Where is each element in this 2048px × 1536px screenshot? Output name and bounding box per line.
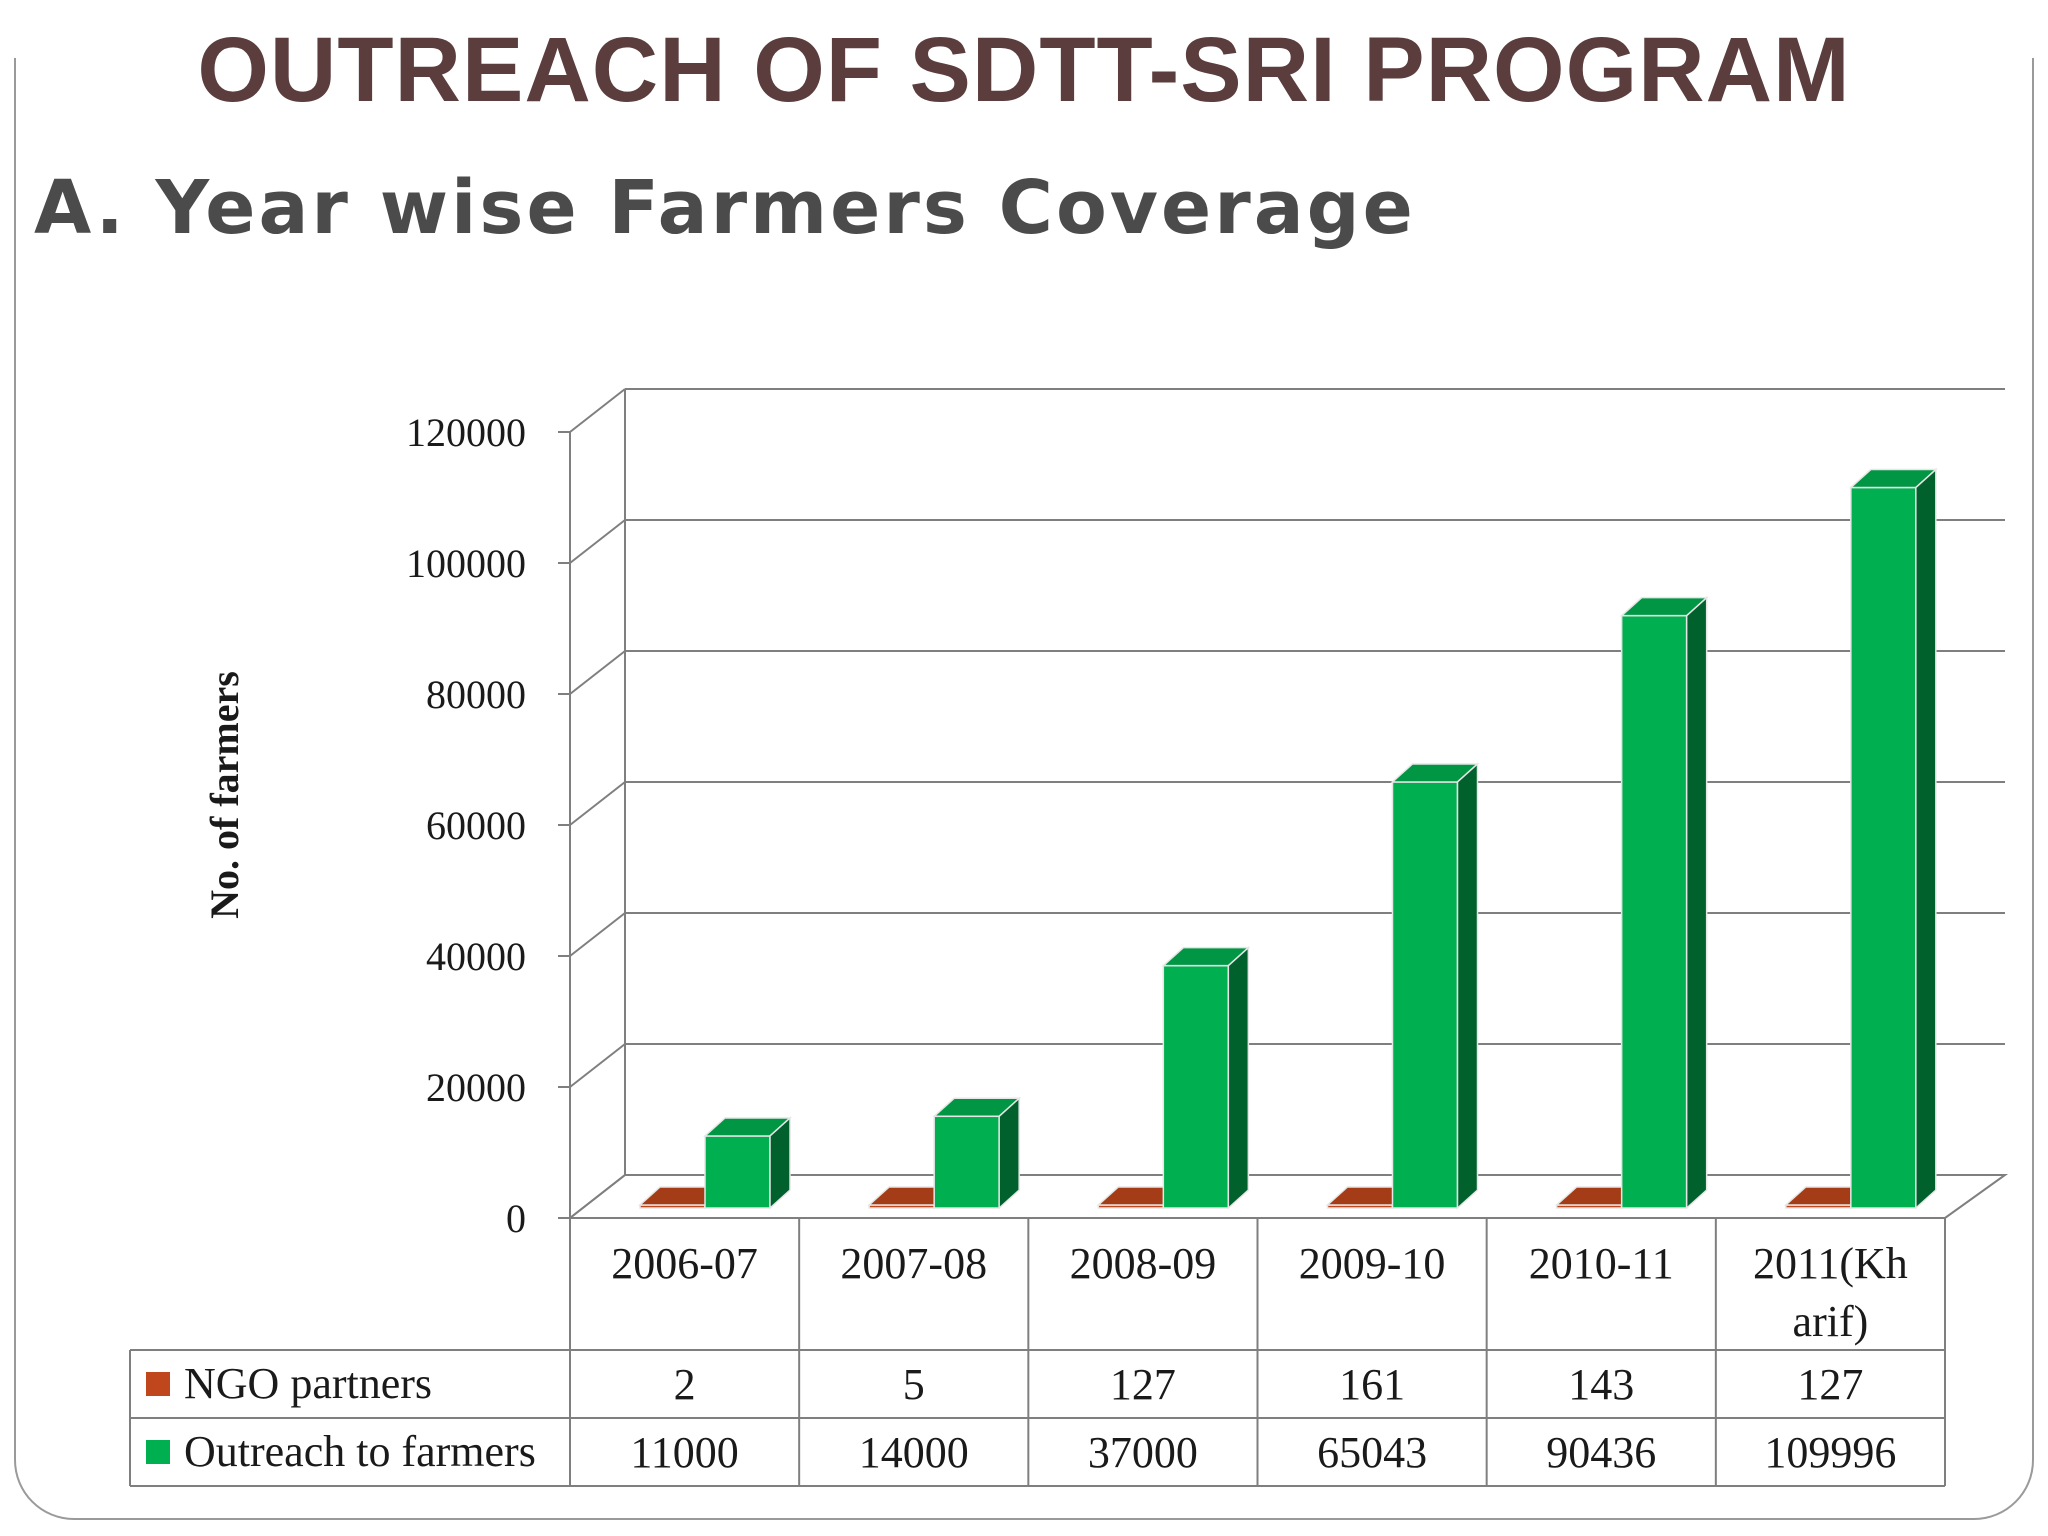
bar bbox=[1848, 467, 1938, 1210]
data-label: 14000 bbox=[859, 1428, 969, 1477]
category-label: arif) bbox=[1793, 1297, 1869, 1346]
data-label: 37000 bbox=[1088, 1428, 1198, 1477]
bar-front bbox=[1620, 614, 1688, 1209]
slide-title: OUTREACH OF SDTT-SRI PROGRAM bbox=[197, 19, 1851, 121]
bar-side bbox=[1915, 467, 1937, 1210]
bar-front bbox=[1162, 964, 1230, 1209]
data-label: 143 bbox=[1568, 1360, 1634, 1409]
category-label: 2009-10 bbox=[1299, 1239, 1446, 1288]
data-label: 5 bbox=[903, 1360, 925, 1409]
category-label: 2010-11 bbox=[1529, 1239, 1674, 1288]
data-label: 90436 bbox=[1546, 1428, 1656, 1477]
bar bbox=[703, 1116, 792, 1210]
legend-label: Outreach to farmers bbox=[184, 1427, 536, 1476]
category-label: 2011(Kh bbox=[1753, 1239, 1908, 1288]
slide-frame bbox=[14, 58, 2034, 1520]
bar-side bbox=[1456, 762, 1479, 1210]
data-label: 127 bbox=[1797, 1360, 1863, 1409]
bar-front bbox=[1391, 781, 1459, 1209]
bar bbox=[1390, 762, 1480, 1210]
y-axis-title: No. of farmers bbox=[202, 671, 247, 919]
y-tick-label: 80000 bbox=[426, 672, 526, 717]
chart-walls bbox=[567, 389, 2009, 1219]
category-label: 2006-07 bbox=[611, 1239, 758, 1288]
bar-side bbox=[1227, 945, 1250, 1210]
bar-front bbox=[704, 1135, 771, 1209]
bar-side bbox=[1685, 595, 1708, 1210]
data-label: 109996 bbox=[1764, 1428, 1896, 1477]
chart-bars bbox=[638, 467, 1938, 1210]
gridline-side bbox=[569, 781, 626, 826]
legend-label: NGO partners bbox=[184, 1359, 432, 1408]
y-tick-label: 40000 bbox=[426, 934, 526, 979]
category-label: 2008-09 bbox=[1070, 1239, 1217, 1288]
data-label: 161 bbox=[1339, 1360, 1405, 1409]
bar bbox=[932, 1096, 1022, 1210]
gridline-side bbox=[569, 388, 626, 433]
y-tick-label: 100000 bbox=[406, 541, 526, 586]
bar-front bbox=[933, 1115, 1000, 1209]
category-label: 2007-08 bbox=[840, 1239, 987, 1288]
bar-side bbox=[769, 1116, 791, 1210]
data-label: 65043 bbox=[1317, 1428, 1427, 1477]
data-label: 11000 bbox=[630, 1428, 738, 1477]
gridline-side bbox=[569, 1043, 626, 1088]
y-tick-label: 60000 bbox=[426, 803, 526, 848]
y-tick-label: 0 bbox=[506, 1196, 526, 1241]
legend-swatch bbox=[146, 1440, 170, 1464]
y-tick-label: 120000 bbox=[406, 410, 526, 455]
bar bbox=[1161, 945, 1251, 1210]
data-label: 127 bbox=[1110, 1360, 1176, 1409]
y-axis: 0 20000 40000 60000 80000 100000 120000 bbox=[406, 410, 570, 1241]
gridline-side bbox=[569, 912, 626, 957]
legend-swatch bbox=[146, 1372, 170, 1396]
gridline-side bbox=[569, 519, 626, 564]
bar-side bbox=[998, 1096, 1020, 1210]
data-table: 2006-07 2007-08 2008-09 2009-10 2010-11 2011(… bbox=[129, 1218, 1946, 1487]
gridline-side bbox=[569, 1174, 626, 1219]
y-tick-label: 20000 bbox=[426, 1065, 526, 1110]
slide-subtitle: A. Year wise Farmers Coverage bbox=[34, 165, 1416, 251]
bar-front bbox=[1850, 486, 1917, 1209]
data-label: 2 bbox=[674, 1360, 696, 1409]
bar bbox=[1619, 595, 1709, 1210]
chart-gridlines bbox=[569, 388, 2005, 1219]
gridline-side bbox=[569, 650, 626, 695]
